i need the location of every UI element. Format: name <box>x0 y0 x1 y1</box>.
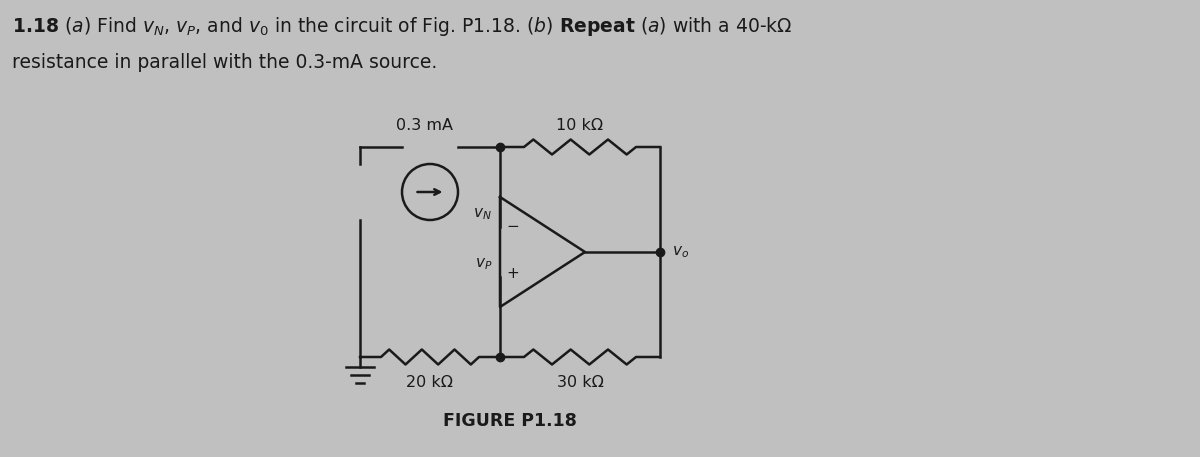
Text: $v_o$: $v_o$ <box>672 244 689 260</box>
Text: 20 kΩ: 20 kΩ <box>407 375 454 390</box>
Text: 30 kΩ: 30 kΩ <box>557 375 604 390</box>
Text: 10 kΩ: 10 kΩ <box>557 118 604 133</box>
Text: resistance in parallel with the 0.3-mA source.: resistance in parallel with the 0.3-mA s… <box>12 53 437 72</box>
Text: $+$: $+$ <box>506 266 520 281</box>
Text: FIGURE P1.18: FIGURE P1.18 <box>443 412 577 430</box>
Text: $v_N$: $v_N$ <box>473 207 492 222</box>
Text: 0.3 mA: 0.3 mA <box>396 118 454 133</box>
Text: $-$: $-$ <box>506 217 520 232</box>
Text: $v_P$: $v_P$ <box>474 256 492 272</box>
Text: $\mathbf{1.18}$ $(a)$ Find $v_N$, $v_P$, and $v_0$ in the circuit of Fig. P1.18.: $\mathbf{1.18}$ $(a)$ Find $v_N$, $v_P$,… <box>12 15 792 38</box>
